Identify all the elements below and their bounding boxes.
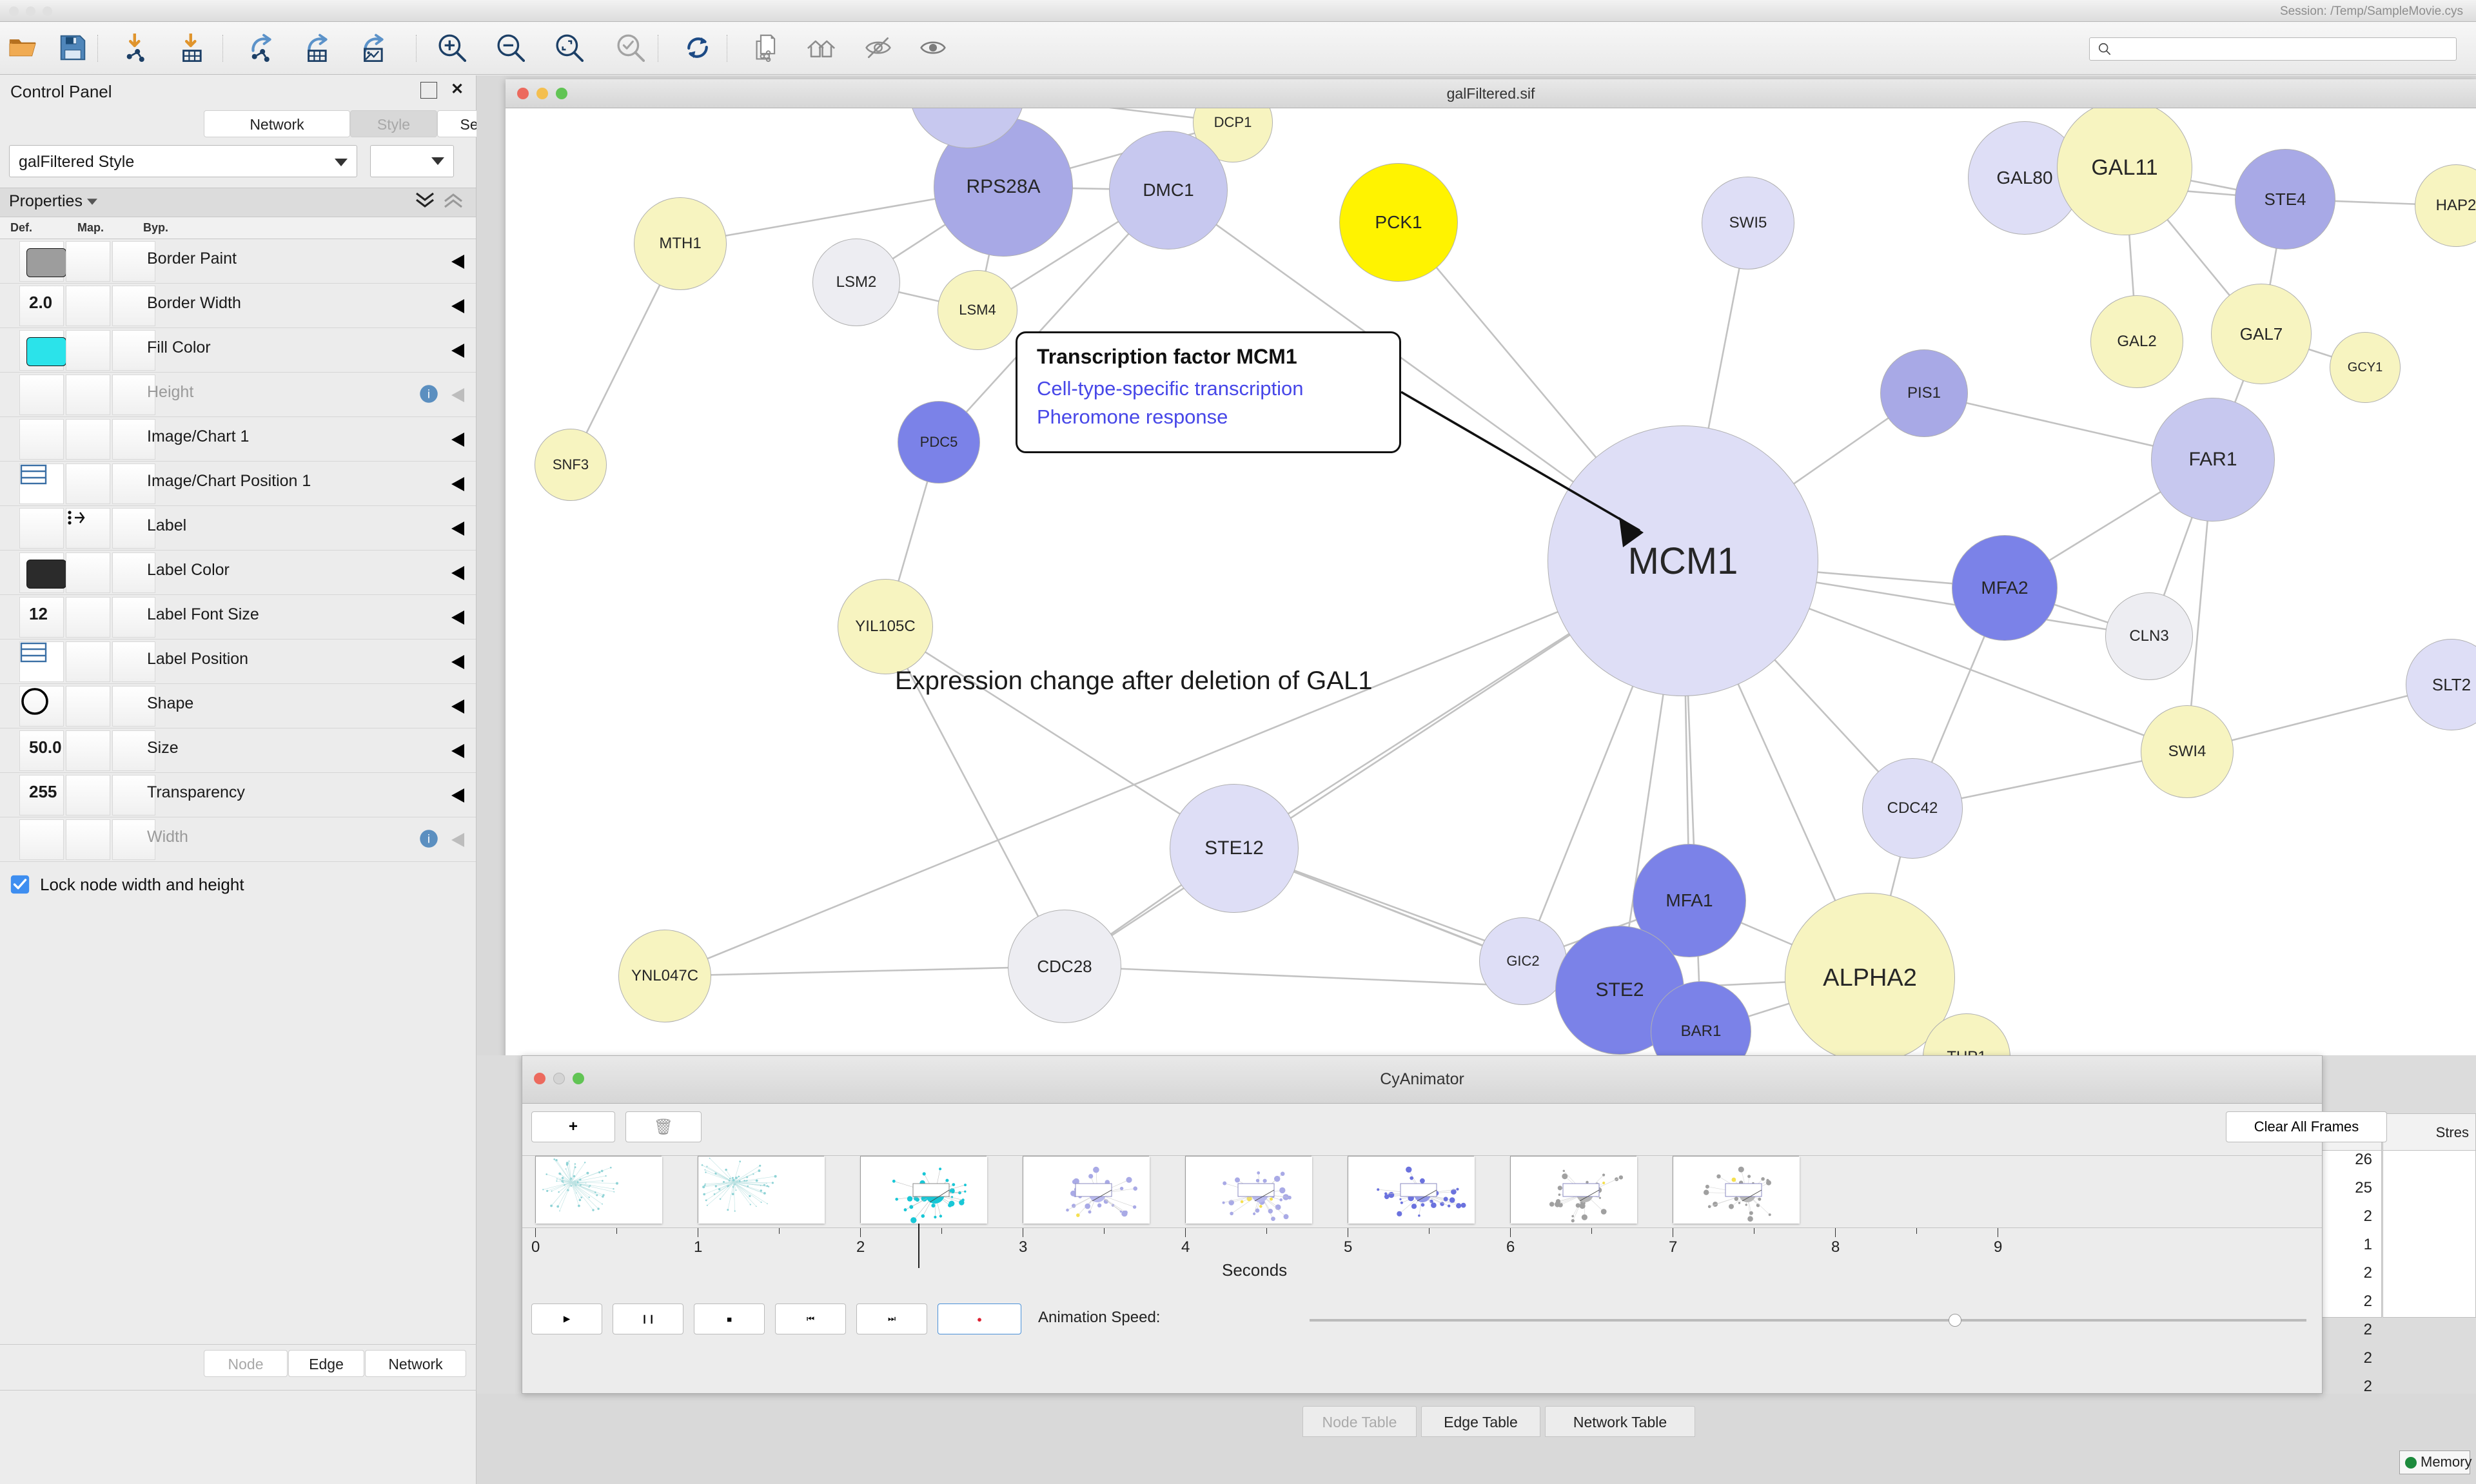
svg-text:i: i [427, 387, 430, 400]
svg-text:i: i [427, 832, 430, 845]
